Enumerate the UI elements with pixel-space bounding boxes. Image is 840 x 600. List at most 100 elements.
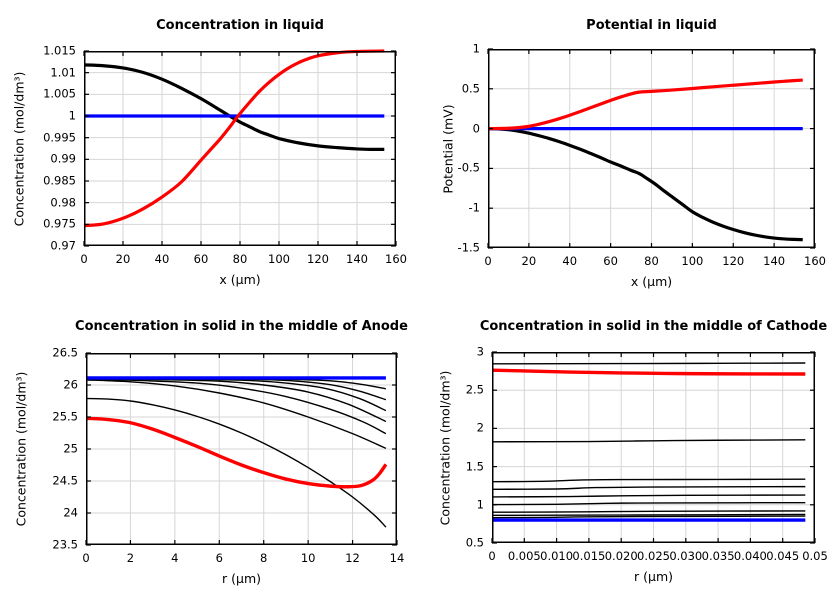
y-tick-label: 24 <box>63 505 78 520</box>
x-tick-label: 0.015 <box>572 549 606 563</box>
x-axis-label: x (µm) <box>219 272 261 287</box>
concentration-in-solid-anode-series-red-curve <box>85 416 388 489</box>
y-tick-label: 0.5 <box>461 81 480 96</box>
chart-title: Potential in liquid <box>586 18 717 33</box>
x-tick-label: 80 <box>232 252 248 266</box>
concentration-in-solid-anode-series-black-curve-6 <box>85 379 387 450</box>
x-tick-label: 0.010 <box>540 549 574 563</box>
plot-border <box>84 51 396 246</box>
y-tick-label: 1.015 <box>43 43 76 58</box>
x-tick-label: 0.030 <box>669 549 703 563</box>
y-tick-label: 1.01 <box>50 64 76 79</box>
potential-in-liquid-series-red-curve <box>487 78 803 131</box>
concentration-in-solid-cathode-series-black-curve-9 <box>491 515 806 519</box>
concentration-in-solid-cathode-series-black-curve-8 <box>491 513 806 517</box>
x-tick-label: 160 <box>804 254 826 268</box>
x-tick-label: 120 <box>307 252 329 266</box>
x-tick-label: 0.025 <box>637 549 670 563</box>
x-tick-label: 140 <box>346 252 368 266</box>
potential-in-liquid-plot-area <box>487 48 816 249</box>
x-tick-label: 160 <box>385 252 407 266</box>
concentration-in-solid-anode-series-black-curve-7 <box>85 397 387 528</box>
y-tick-label: -0.5 <box>457 160 480 175</box>
y-tick-label: 0.985 <box>43 173 76 188</box>
y-tick-label: 1.005 <box>43 86 76 101</box>
y-tick-label: -1 <box>468 200 480 215</box>
concentration-in-solid-cathode-series-black-curve-5 <box>491 494 806 498</box>
y-tick-label: -1.5 <box>457 240 480 255</box>
concentration-in-solid-anode-series-black-curve-5 <box>85 378 387 435</box>
concentration-in-solid-anode-plot-area <box>85 352 398 546</box>
plot-border <box>86 353 397 545</box>
x-tick-label: 10 <box>300 551 316 565</box>
x-tick-label: 6 <box>215 551 223 565</box>
chart-concentration-in-solid-cathode: Concentration in solid in the middle of … <box>420 300 840 600</box>
x-axis-label: r (µm) <box>634 569 673 584</box>
plot-border <box>492 352 815 543</box>
x-tick-label: 12 <box>345 551 360 565</box>
y-tick-label: 1 <box>68 108 76 123</box>
concentration-in-solid-cathode-series-black-curve-1 <box>491 362 806 365</box>
x-tick-label: 100 <box>681 254 704 268</box>
x-axis-label: r (µm) <box>222 571 261 586</box>
chart-title: Concentration in liquid <box>156 18 324 33</box>
x-tick-label: 8 <box>260 551 268 565</box>
x-tick-label: 0 <box>82 551 90 565</box>
y-tick-label: 0.99 <box>50 151 76 166</box>
concentration-in-liquid-series-black-curve <box>83 63 385 152</box>
chart-potential-in-liquid: Potential in liquid Potential (mV) x (µm) 0… <box>420 0 840 300</box>
y-tick-label: 0.97 <box>50 238 76 253</box>
y-tick-label: 25.5 <box>52 409 78 424</box>
x-tick-label: 0.040 <box>733 549 767 563</box>
x-tick-label: 0 <box>488 549 496 563</box>
y-tick-label: 0.975 <box>43 216 76 231</box>
concentration-in-liquid-plot-area <box>83 49 397 247</box>
x-tick-label: 0.05 <box>802 549 828 563</box>
y-tick-label: 24.5 <box>52 473 78 488</box>
x-tick-label: 2 <box>126 551 135 565</box>
y-tick-label: 0 <box>472 120 480 135</box>
x-tick-label: 40 <box>154 252 170 266</box>
x-tick-label: 14 <box>389 551 405 565</box>
x-tick-label: 80 <box>644 254 659 268</box>
y-tick-label: 0.995 <box>43 129 76 144</box>
concentration-in-solid-cathode-plot-area <box>491 351 816 544</box>
y-tick-label: 25 <box>63 441 78 456</box>
x-tick-label: 0 <box>484 254 492 268</box>
potential-in-liquid-series-black-curve <box>487 127 803 242</box>
concentration-in-solid-anode-series-black-curve-3 <box>85 378 387 412</box>
concentration-in-solid-cathode-series-black-curve-3 <box>491 478 806 483</box>
x-tick-label: 60 <box>603 254 618 268</box>
y-tick-label: 26 <box>63 377 78 392</box>
concentration-in-solid-cathode-series-black-curve-2 <box>491 439 806 443</box>
concentration-in-solid-anode-series-black-curve-4 <box>85 378 387 423</box>
concentration-in-solid-cathode-series-black-curve-7 <box>491 510 806 513</box>
chart-title: Concentration in solid in the middle of … <box>75 319 408 334</box>
x-tick-label: 140 <box>763 254 786 268</box>
x-tick-label: 20 <box>521 254 537 268</box>
y-axis-label: Potential (mV) <box>440 103 456 194</box>
plot-border <box>488 49 815 248</box>
x-axis-label: x (µm) <box>630 274 673 289</box>
concentration-in-solid-cathode-series-black-curve-4 <box>491 485 806 490</box>
x-tick-label: 100 <box>268 252 290 266</box>
y-tick-label: 0.5 <box>465 535 484 550</box>
x-tick-label: 0.020 <box>604 549 638 563</box>
y-tick-label: 26.5 <box>52 345 78 360</box>
chart-concentration-in-solid-anode: Concentration in solid in the middle of … <box>0 300 420 600</box>
y-tick-label: 23.5 <box>52 537 78 552</box>
concentration-in-solid-cathode-series-red-curve <box>491 368 806 376</box>
y-tick-label: 3 <box>476 344 484 359</box>
y-tick-label: 2.5 <box>465 382 484 397</box>
chart-title: Concentration in solid in the middle of … <box>479 319 828 334</box>
x-tick-label: 0 <box>80 252 88 266</box>
y-tick-label: 1 <box>476 497 484 512</box>
y-tick-label: 1 <box>472 41 480 56</box>
x-tick-label: 60 <box>193 252 209 266</box>
x-tick-label: 0.045 <box>766 549 800 563</box>
y-tick-label: 0.98 <box>50 194 76 209</box>
x-tick-label: 20 <box>115 252 131 266</box>
chart-concentration-in-liquid: Concentration in liquid Concentration (mo… <box>0 0 420 300</box>
x-tick-label: 40 <box>562 254 578 268</box>
